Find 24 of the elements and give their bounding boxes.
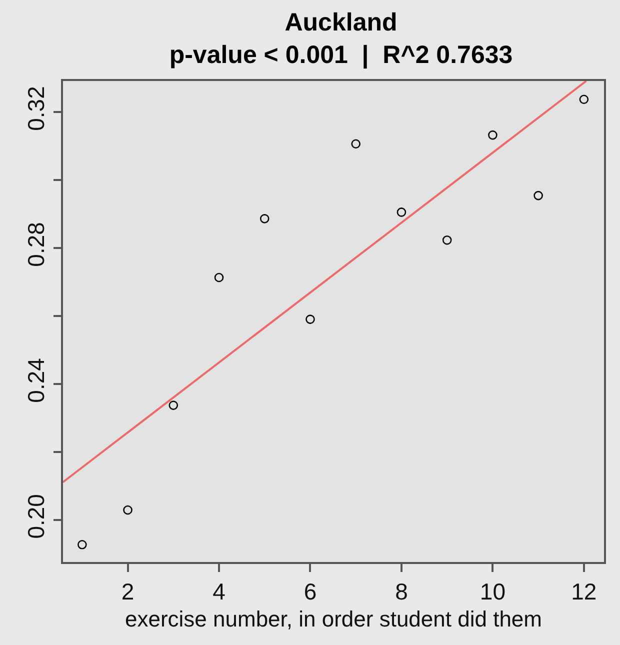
x-tick-label: 12 <box>571 578 597 604</box>
x-tick-label: 4 <box>212 578 226 604</box>
point <box>306 314 315 324</box>
y-tick-label: 0.24 <box>23 358 50 403</box>
y-tick-label: 0.28 <box>23 222 50 267</box>
y-tick-label: 0.32 <box>23 86 50 131</box>
point <box>260 214 270 224</box>
point <box>214 272 224 282</box>
chart-title: Auckland p-value < 0.001 | R^2 0.7633 <box>169 8 513 69</box>
point <box>442 235 452 245</box>
x-tick-label: 10 <box>480 578 506 604</box>
point <box>396 208 406 217</box>
point <box>534 190 543 200</box>
x-tick-label: 2 <box>121 578 134 604</box>
x-axis-title: exercise number, in order student did them <box>124 606 542 632</box>
x-tick-label: 6 <box>304 578 317 604</box>
y-tick-label: 0.20 <box>23 494 50 539</box>
point <box>78 540 87 550</box>
point <box>488 130 498 140</box>
point <box>351 139 360 149</box>
x-tick-label: 8 <box>395 578 408 604</box>
point <box>123 505 132 515</box>
point <box>168 400 178 410</box>
point <box>579 94 589 104</box>
